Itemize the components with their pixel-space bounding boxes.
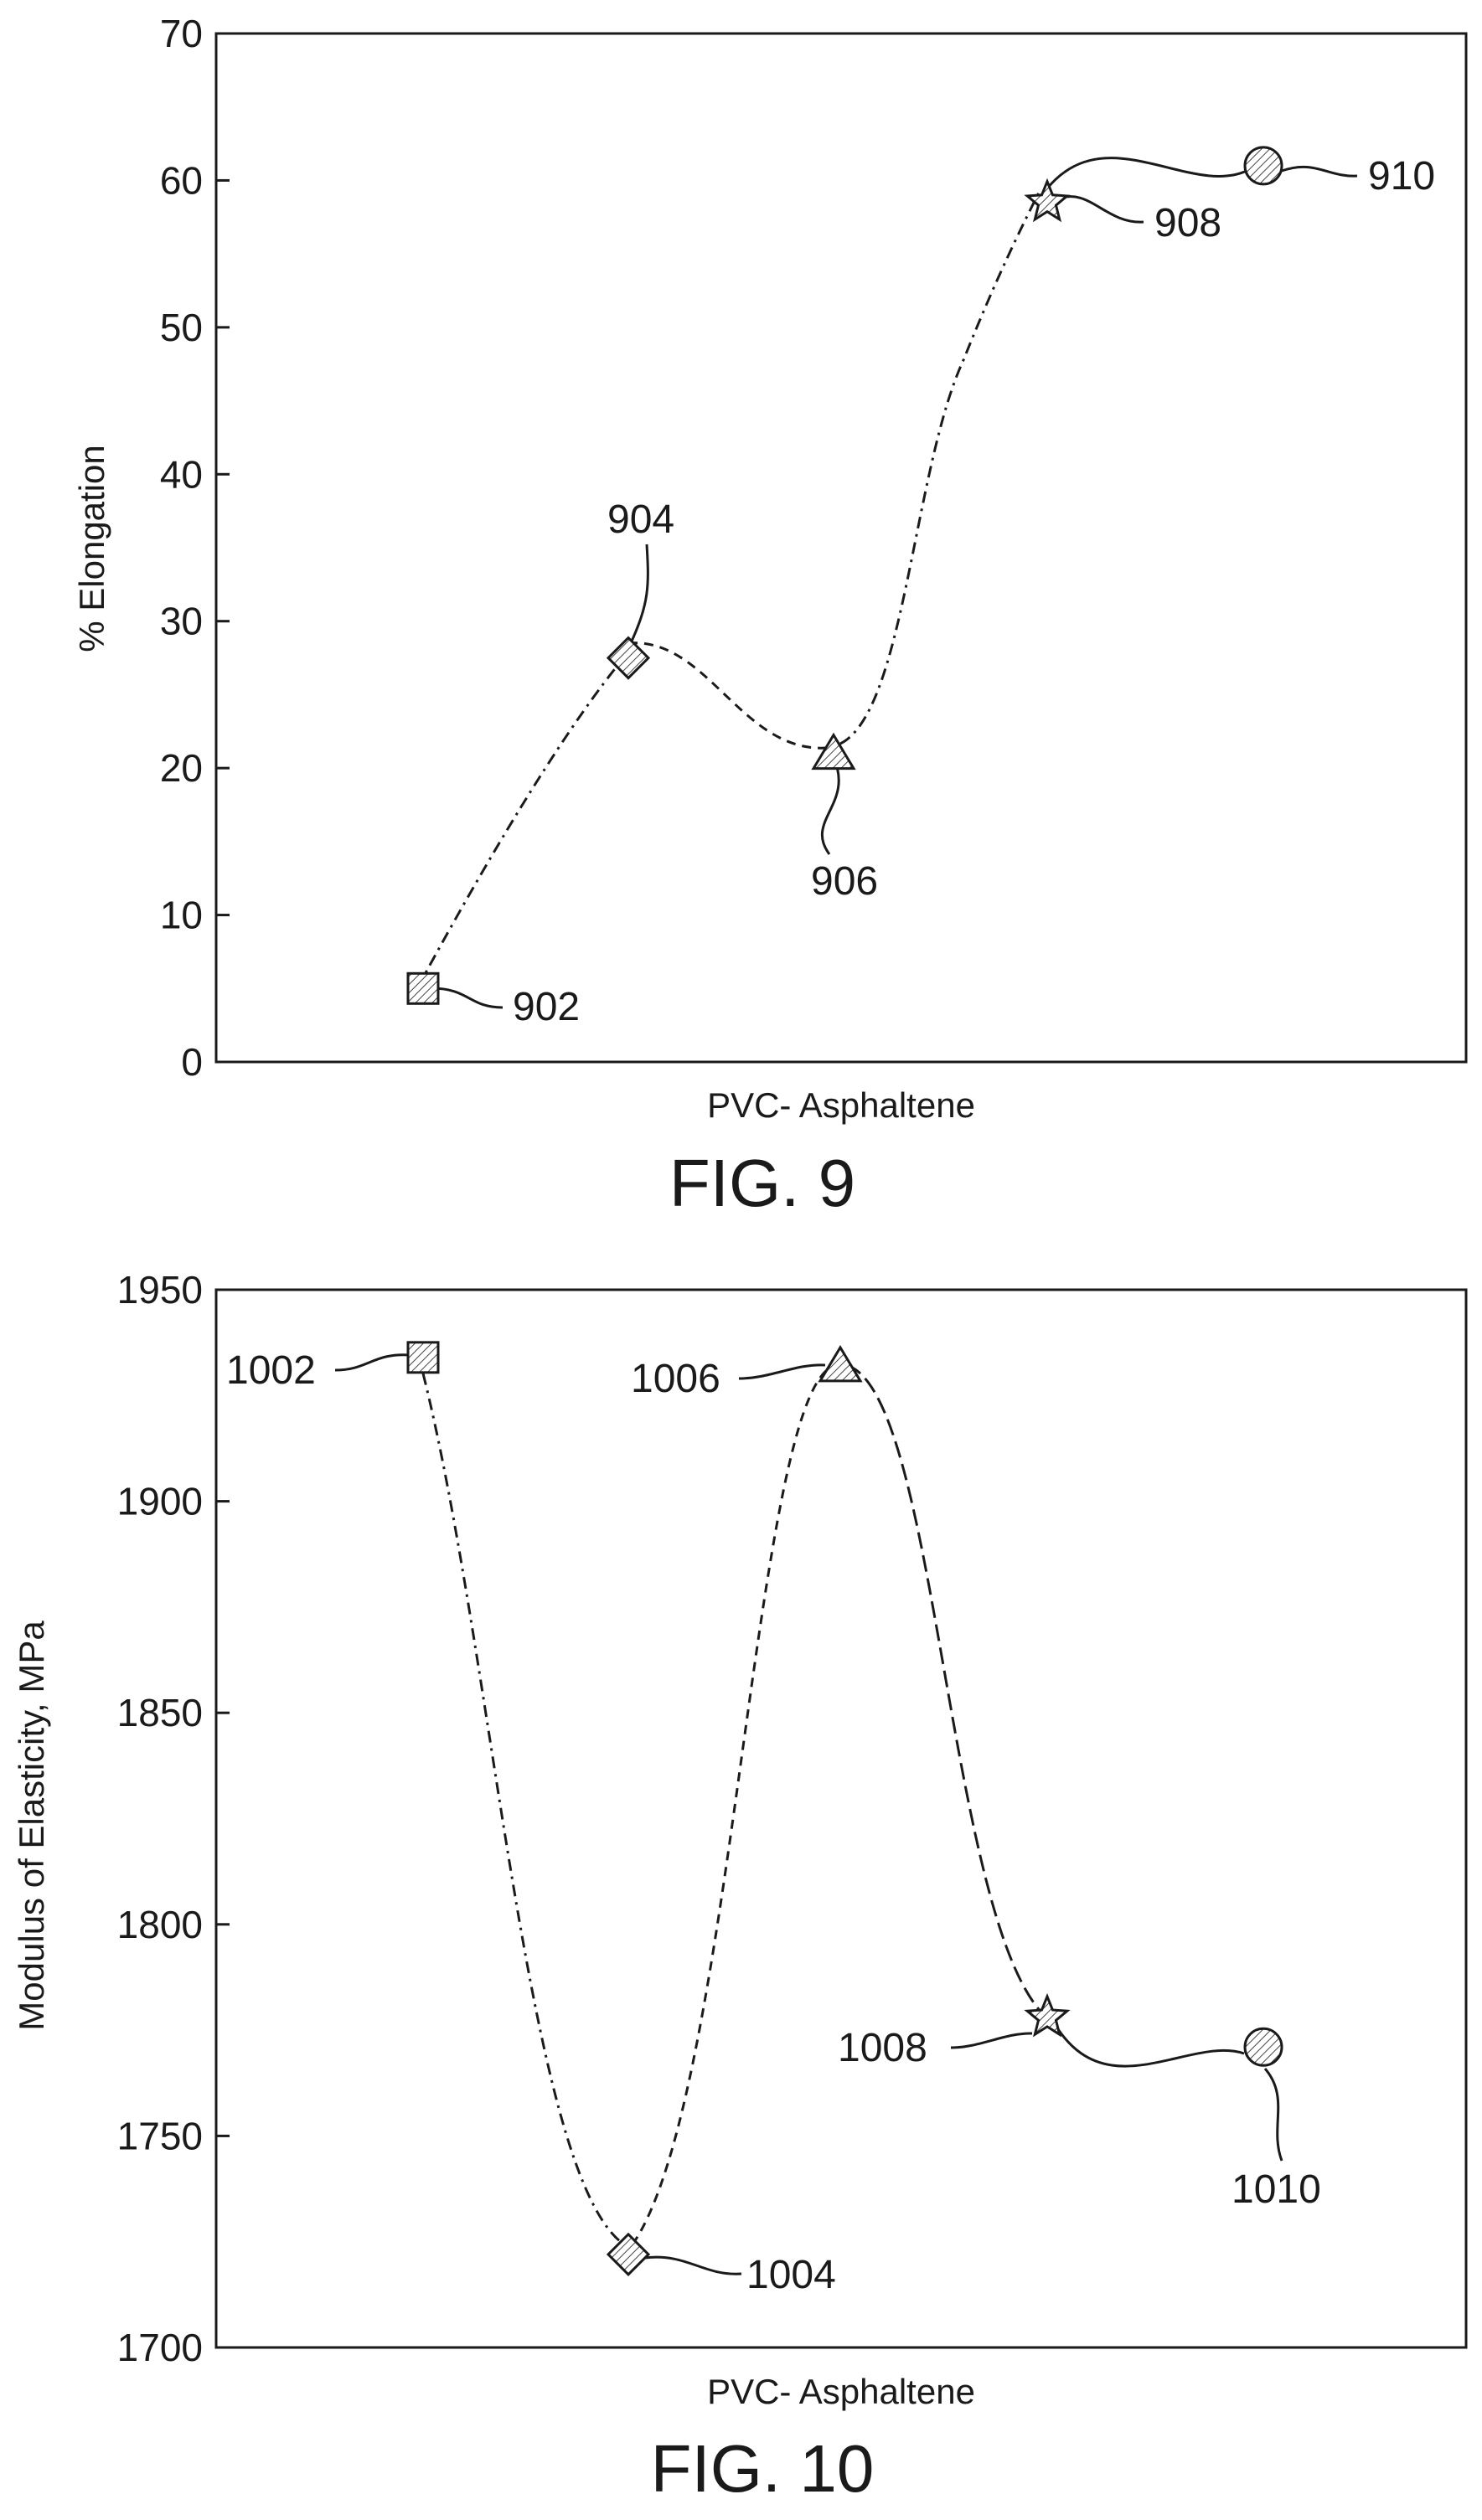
y-tick-label: 50 — [160, 306, 203, 349]
ref-label: 902 — [513, 985, 580, 1029]
star-marker — [1027, 182, 1067, 219]
reference-labels: 902 904 906 908 910 — [513, 154, 1435, 1029]
curve-904-906 — [628, 643, 828, 749]
curve-906-908 — [840, 193, 1039, 744]
diamond-marker — [608, 638, 648, 678]
plot-frame — [216, 33, 1466, 1062]
curve-1006-1008 — [846, 1365, 1047, 2018]
y-tick-label: 1700 — [117, 2326, 203, 2369]
curve-908-910 — [1047, 158, 1247, 188]
y-tick-label: 30 — [160, 600, 203, 643]
leader-1008 — [951, 2033, 1032, 2048]
y-tick-label: 60 — [160, 158, 203, 202]
triangle-marker — [820, 1348, 860, 1381]
y-tick-label: 10 — [160, 894, 203, 937]
ref-label: 910 — [1368, 154, 1435, 198]
leader-1010 — [1265, 2069, 1282, 2161]
y-tick-label: 70 — [160, 12, 203, 55]
y-tick-label: 40 — [160, 452, 203, 496]
leader-1006 — [739, 1365, 825, 1379]
square-marker — [408, 1342, 438, 1373]
figure-9: 0 10 20 30 40 50 60 70 902 904 906 908 910 PVC-… — [72, 12, 1466, 1220]
reference-leaders — [431, 167, 1357, 1007]
ref-label: 1010 — [1232, 2167, 1321, 2212]
y-tick-label: 1900 — [117, 1480, 203, 1523]
ref-label: 1008 — [838, 2026, 927, 2070]
circle-marker — [1245, 2028, 1282, 2065]
y-axis-title: Modulus of Elasticity, MPa — [12, 1621, 51, 2031]
leader-906 — [822, 758, 839, 854]
y-axis-title: % Elongation — [72, 445, 111, 652]
figure-10: 1700 1750 1800 1850 1900 1950 1002 1004 1006 … — [12, 1268, 1466, 2506]
figure-caption: FIG. 10 — [651, 2431, 875, 2506]
x-axis-title: PVC- Asphaltene — [707, 2372, 975, 2411]
ref-label: 906 — [811, 859, 878, 904]
x-axis-title: PVC- Asphaltene — [707, 1085, 975, 1125]
ref-label: 908 — [1154, 201, 1221, 245]
leader-910 — [1282, 167, 1357, 176]
figure-caption: FIG. 9 — [669, 1146, 855, 1220]
y-axis: 0 10 20 30 40 50 60 70 — [160, 12, 230, 1084]
y-axis: 1700 1750 1800 1850 1900 1950 — [117, 1268, 230, 2369]
y-tick-label: 1800 — [117, 1903, 203, 1946]
y-tick-label: 0 — [181, 1040, 203, 1084]
ref-label: 1004 — [746, 2253, 836, 2297]
curve-1008-1010 — [1054, 2023, 1244, 2066]
reference-labels: 1002 1004 1006 1008 1010 — [226, 1348, 1321, 2297]
y-tick-label: 1750 — [117, 2114, 203, 2157]
ref-label: 1006 — [631, 1357, 720, 1401]
y-tick-label: 1850 — [117, 1691, 203, 1734]
leader-1002 — [335, 1355, 411, 1370]
curve-1004-1006 — [633, 1365, 840, 2244]
connecting-curves — [423, 1365, 1244, 2244]
square-marker — [408, 973, 438, 1003]
ref-label: 1002 — [226, 1348, 316, 1393]
data-markers — [408, 1342, 1282, 2275]
diamond-marker — [608, 2234, 648, 2275]
leader-902 — [431, 988, 503, 1007]
y-tick-label: 20 — [160, 746, 203, 790]
curve-1002-1004 — [423, 1373, 624, 2244]
reference-leaders — [335, 1355, 1282, 2275]
leader-904 — [630, 544, 648, 645]
leader-908 — [1057, 197, 1144, 223]
leader-1004 — [645, 2257, 741, 2274]
ref-label: 904 — [607, 497, 674, 542]
curve-902-904 — [417, 657, 624, 988]
circle-marker — [1245, 147, 1282, 184]
y-tick-label: 1950 — [117, 1268, 203, 1312]
